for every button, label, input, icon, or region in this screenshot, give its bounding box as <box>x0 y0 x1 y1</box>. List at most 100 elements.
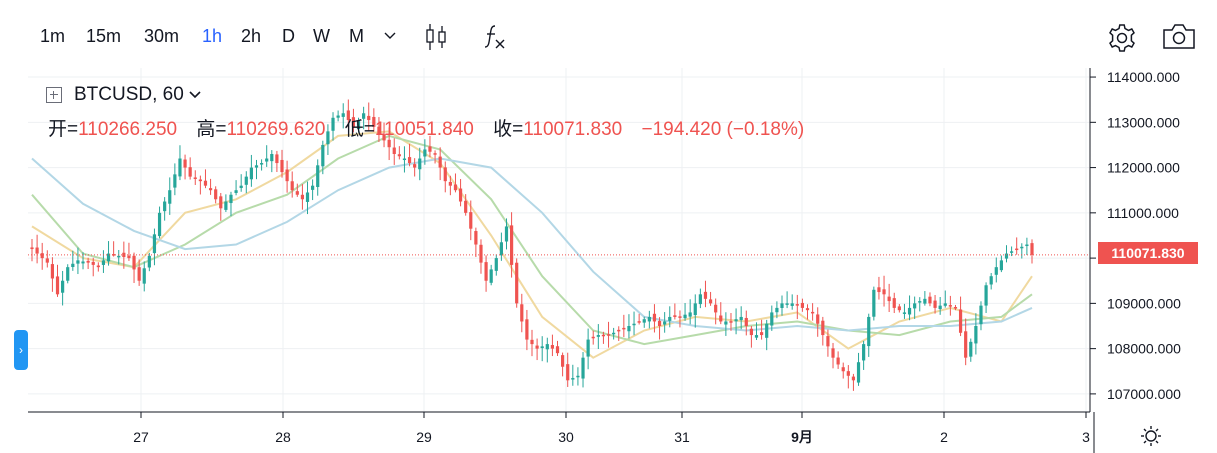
candle-body <box>341 113 345 117</box>
timeframe-15m[interactable]: 15m <box>86 26 122 46</box>
candle-body <box>1020 246 1024 249</box>
candle-body <box>790 303 794 306</box>
candle-body <box>1025 244 1029 247</box>
timeframe-1m[interactable]: 1m <box>40 26 66 46</box>
candle-body <box>933 300 937 308</box>
moving-average-line <box>31 130 1033 359</box>
last-price-badge: 110071.830 <box>1098 242 1198 264</box>
close-value: 110071.830 <box>523 119 623 140</box>
candle-body <box>265 158 269 162</box>
candle-body <box>351 117 356 127</box>
candle-body <box>377 126 381 134</box>
timeframe-m[interactable]: M <box>349 26 364 46</box>
candle-body <box>545 344 549 350</box>
candle-body <box>305 192 310 202</box>
candle-body <box>484 262 488 281</box>
candle-body <box>561 355 565 367</box>
candle-body <box>382 134 386 141</box>
indicators-fx-icon[interactable] <box>482 22 508 52</box>
chevron-down-icon[interactable] <box>383 30 397 42</box>
candle-body <box>356 120 361 130</box>
candle-body <box>923 298 927 304</box>
candle-body <box>902 312 907 314</box>
candle-body <box>127 255 131 259</box>
candle-body <box>862 344 866 361</box>
side-panel-toggle[interactable]: › <box>14 330 28 370</box>
expand-plus-icon[interactable] <box>46 87 62 103</box>
candle-body <box>367 115 371 121</box>
candle-body <box>872 289 876 317</box>
candle-body <box>841 367 845 372</box>
candle-body <box>882 289 886 295</box>
candle-body <box>469 212 473 229</box>
candle-body <box>458 188 463 202</box>
candle-body <box>280 159 284 173</box>
candle-body <box>316 165 320 187</box>
candle-body <box>300 194 305 200</box>
candle-body <box>336 115 340 118</box>
candle-body <box>969 341 973 357</box>
candle-body <box>499 242 503 256</box>
candle-body <box>474 231 478 245</box>
candle-body <box>66 267 70 281</box>
y-tick-label: 114000.000 <box>1107 69 1180 85</box>
candle-body <box>30 247 34 250</box>
candle-body <box>647 316 651 322</box>
candle-body <box>821 320 825 336</box>
candle-body <box>244 176 248 185</box>
candle-body <box>132 255 136 270</box>
candle-body <box>617 329 621 332</box>
candle-body <box>504 226 509 242</box>
candle-body <box>816 314 820 324</box>
candle-body <box>739 316 743 321</box>
candlestick-icon[interactable] <box>424 22 450 52</box>
toolbar: 1m 15m 30m 1h 2h D W M <box>0 0 1217 70</box>
candle-body <box>958 309 963 333</box>
timeframe-2h[interactable]: 2h <box>241 26 262 46</box>
candle-body <box>214 189 218 200</box>
candle-body <box>198 179 202 182</box>
candle-body <box>775 307 779 313</box>
candle-body <box>290 181 294 191</box>
candle-body <box>596 335 600 337</box>
candle-body <box>407 157 412 164</box>
candle-body <box>418 158 422 170</box>
candle-body <box>566 364 570 381</box>
candle-body <box>943 303 947 306</box>
candle-body <box>892 298 896 308</box>
candle-body <box>540 346 544 349</box>
x-tick-label: 3 <box>1082 429 1090 445</box>
candle-body <box>657 320 662 326</box>
candle-body <box>520 304 524 322</box>
candle-body <box>362 113 366 119</box>
candle-body <box>331 117 335 131</box>
settings-gear-icon[interactable] <box>1106 22 1138 54</box>
x-tick-label: 28 <box>275 429 291 445</box>
candle-body <box>311 185 315 190</box>
timeframe-w[interactable]: W <box>313 26 330 46</box>
candle-body <box>612 332 616 335</box>
symbol-label[interactable]: BTCUSD, 60 <box>74 84 184 105</box>
timeframe-30m[interactable]: 30m <box>144 26 180 46</box>
candle-body <box>40 253 44 259</box>
symbol-chevron-icon[interactable] <box>188 89 202 101</box>
candle-body <box>729 321 733 323</box>
candle-body <box>254 165 259 168</box>
candle-body <box>800 302 805 308</box>
candles <box>30 99 1034 391</box>
timeframe-1h[interactable]: 1h <box>202 26 223 46</box>
candle-body <box>86 260 90 263</box>
candle-body <box>515 262 519 304</box>
scale-settings-icon[interactable] <box>1139 424 1163 448</box>
candle-body <box>678 316 682 318</box>
low-value: 110051.840 <box>374 119 474 140</box>
candle-body <box>918 301 922 303</box>
candle-body <box>811 311 815 314</box>
candle-body <box>203 180 208 186</box>
timeframe-d[interactable]: D <box>282 26 295 46</box>
candle-body <box>285 169 289 182</box>
candle-body <box>448 181 452 186</box>
camera-icon[interactable] <box>1162 22 1196 50</box>
candle-body <box>152 234 157 254</box>
